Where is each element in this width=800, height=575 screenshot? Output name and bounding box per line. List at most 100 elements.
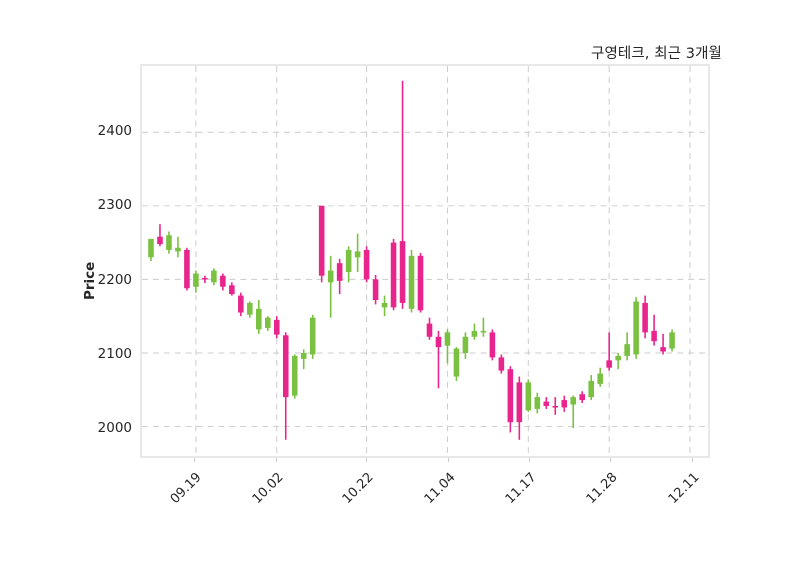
candle-body <box>372 279 379 300</box>
candle-body <box>175 247 181 252</box>
candle <box>273 316 280 339</box>
candle-body <box>570 397 577 405</box>
candle-body <box>462 336 469 353</box>
candle <box>615 352 621 370</box>
candle-body <box>453 348 460 377</box>
candle-body <box>579 394 586 401</box>
candle-body <box>525 382 532 411</box>
candle <box>471 323 478 340</box>
candle-body <box>238 295 244 313</box>
candle <box>300 349 307 370</box>
candle <box>426 317 433 340</box>
candle <box>282 332 289 440</box>
candle-body <box>399 241 406 303</box>
candle-body <box>273 319 280 335</box>
candle-body <box>148 238 154 258</box>
candle <box>651 314 657 346</box>
candle-body <box>345 249 352 273</box>
candle <box>229 282 235 296</box>
candle-body <box>318 205 325 276</box>
candle-body <box>363 249 370 280</box>
x-tick-mark <box>366 458 368 462</box>
candle-body <box>166 235 172 250</box>
candle <box>184 247 190 291</box>
candle-body <box>552 405 559 408</box>
candle <box>148 238 154 261</box>
candle-body <box>507 369 514 423</box>
candle-body <box>651 330 657 342</box>
plot-area <box>140 64 710 458</box>
candles <box>148 80 675 440</box>
candle <box>363 246 370 283</box>
candle <box>291 354 298 399</box>
x-tick-mark <box>447 458 449 462</box>
candle <box>256 299 262 334</box>
candle <box>327 255 334 318</box>
x-tick-mark <box>275 458 277 462</box>
candle <box>516 376 523 440</box>
candle <box>660 333 666 355</box>
y-tick-label: 2400 <box>97 122 132 139</box>
candle <box>570 395 577 429</box>
x-tick-label: 09.19 <box>167 470 205 507</box>
candle-body <box>291 355 298 396</box>
candle <box>220 273 226 291</box>
candle-body <box>615 355 621 361</box>
candle <box>552 397 559 415</box>
chart-title: 구영테크, 최근 3개월 <box>591 46 722 62</box>
candle-body <box>300 352 307 359</box>
candle-body <box>157 236 163 245</box>
candle-body <box>534 397 541 409</box>
x-tick-label: 12.11 <box>665 470 703 507</box>
candle-body <box>516 382 523 423</box>
candle-body <box>408 255 415 309</box>
candle <box>247 301 253 318</box>
candle <box>157 224 163 247</box>
x-tick-mark <box>610 458 612 462</box>
candle <box>264 316 271 331</box>
candle <box>417 252 424 313</box>
x-tick-mark <box>194 458 196 462</box>
gridlines <box>142 66 708 456</box>
candle <box>390 238 397 311</box>
candle-body <box>435 336 442 348</box>
candle-body <box>381 302 388 308</box>
candle-body <box>336 263 343 281</box>
candle <box>489 329 496 361</box>
y-axis-tick-labels: 2000 2100 2200 2300 2400 <box>52 0 132 575</box>
candle <box>309 314 316 359</box>
candle-body <box>444 332 451 346</box>
candle <box>633 297 639 359</box>
candle <box>211 268 217 286</box>
candle-body <box>543 401 550 406</box>
x-tick-mark <box>529 458 531 462</box>
candle-body <box>193 273 199 287</box>
candle <box>507 366 514 433</box>
candle-body <box>390 242 397 308</box>
candle <box>534 392 541 414</box>
y-tick-label: 2200 <box>97 271 132 288</box>
candle-body <box>184 249 190 289</box>
candle <box>606 332 612 371</box>
candle <box>354 233 361 273</box>
candle <box>318 205 325 283</box>
candle <box>193 270 199 293</box>
candle-body <box>354 251 361 258</box>
candle-body <box>256 308 262 330</box>
candle <box>453 347 460 381</box>
candle-body <box>211 270 217 283</box>
candle <box>381 295 388 317</box>
candle-body <box>660 347 666 352</box>
candle-body <box>264 317 271 328</box>
candle-body <box>426 323 433 337</box>
candle-body <box>606 360 612 368</box>
x-tick-label: 11.17 <box>502 470 540 507</box>
candle <box>202 275 208 284</box>
candle <box>498 354 505 374</box>
candle <box>336 258 343 295</box>
candle <box>345 246 352 283</box>
x-tick-label: 10.22 <box>339 470 377 507</box>
candle <box>435 330 442 389</box>
